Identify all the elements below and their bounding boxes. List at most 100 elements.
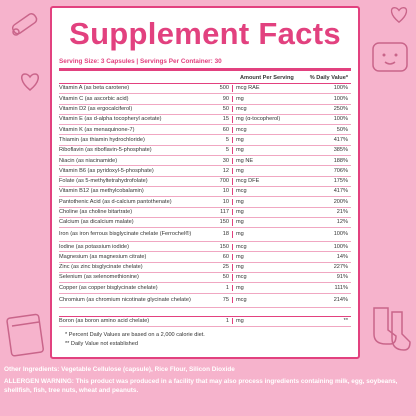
table-row: Folate (as 5-methyltetrahydrofolate) 700 m…: [59, 177, 351, 187]
nutrient-amount: 150: [219, 243, 229, 250]
table-row: Choline (as choline bitartrate) 117 mg 21%: [59, 208, 351, 218]
nutrient-dv: 706%: [333, 167, 348, 174]
nutrient-unit: mcg: [232, 106, 298, 113]
nutrient-dv: 214%: [333, 296, 348, 303]
table-row: Magnesium (as magnesium citrate) 60 mg 14%: [59, 252, 351, 263]
table-row: Thiamin (as thiamin hydrochloride) 5 mg 417…: [59, 135, 351, 146]
nutrient-amount: 25: [222, 264, 229, 271]
label-footer: Other Ingredients: Vegetable Cellulose (…: [4, 365, 412, 398]
table-header: Amount Per Serving % Daily Value*: [59, 73, 351, 84]
nutrient-name: Vitamin B6 (as pyridoxyl-5-phosphate): [59, 167, 154, 174]
table-row: Zinc (as zinc bisglycinate chelate) 25 mg 2…: [59, 263, 351, 274]
nutrient-dv: 175%: [333, 178, 348, 185]
nutrient-unit: mg: [232, 167, 298, 175]
dv-header: % Daily Value*: [309, 75, 348, 81]
nutrient-unit: mg: [232, 219, 298, 226]
table-row: Boron (as boron amino acid chelate) 1 mg…: [59, 317, 351, 327]
nutrient-amount: 150: [219, 219, 229, 226]
nutrient-unit: mcg: [232, 243, 298, 250]
nutrient-dv: 100%: [333, 85, 348, 92]
nutrient-name: Vitamin D2 (as ergocalciferol): [59, 106, 133, 113]
table-row: Vitamin K (as menaquinone-7) 60 mcg 50%: [59, 125, 351, 136]
nutrient-amount: 90: [222, 95, 229, 102]
nutrient-amount: 50: [222, 106, 229, 113]
nutrient-name: Copper (as copper bisglycinate chelate): [59, 284, 158, 291]
nutrient-name: Folate (as 5-methyltetrahydrofolate): [59, 178, 148, 185]
nutrient-dv: 188%: [333, 157, 348, 164]
nutrient-name: Selenium (as selenomethionine): [59, 274, 139, 281]
nutrient-dv: 250%: [333, 106, 348, 113]
nutrient-unit: mg: [232, 136, 298, 144]
nutrient-dv: 227%: [333, 264, 348, 271]
supplement-facts-panel: Supplement Facts Serving Size: 3 Capsule…: [50, 6, 360, 359]
nutrient-dv: 14%: [336, 253, 348, 260]
nutrient-amount: 1: [225, 284, 229, 291]
nutrient-amount: 1: [225, 318, 229, 325]
nutrient-dv: 100%: [333, 95, 348, 102]
nutrient-unit: mg (α-tocopherol): [232, 116, 298, 123]
nutrient-dv: 100%: [333, 231, 348, 238]
nutrient-unit: mg: [232, 318, 298, 325]
nutrient-amount: 5: [225, 136, 229, 143]
nutrient-name: Boron (as boron amino acid chelate): [59, 318, 150, 325]
nutrient-amount: 10: [222, 198, 229, 205]
nutrient-unit: mg: [232, 147, 298, 154]
nutrient-amount: 50: [222, 274, 229, 281]
heart-icon: [390, 6, 408, 24]
nutrient-dv: 50%: [336, 126, 348, 133]
nutrient-name: Chromium (as chromium nicotinate glycina…: [59, 296, 191, 303]
table-row: Vitamin A (as beta carotene) 500 mcg RAE 10…: [59, 84, 351, 95]
nutrient-amount: 500: [219, 85, 229, 92]
nutrient-name: Iron (as iron ferrous bisglycinate chela…: [59, 231, 192, 238]
table-row: Riboflavin (as riboflavin-5-phosphate) 5 m…: [59, 146, 351, 157]
panel-title: Supplement Facts: [69, 16, 341, 51]
nutrient-unit: mcg DFE: [232, 178, 298, 185]
nutrient-dv: 100%: [333, 116, 348, 123]
nutrient-name: Vitamin C (as ascorbic acid): [59, 95, 129, 102]
nutrient-dv: 385%: [333, 147, 348, 154]
heart-icon: [20, 73, 40, 91]
nutrient-name: Choline (as choline bitartrate): [59, 209, 133, 215]
nutrient-dv: 100%: [333, 243, 348, 250]
table-row: Copper (as copper bisglycinate chelate) 1…: [59, 283, 351, 294]
table-row: Chromium (as chromium nicotinate glycina…: [59, 294, 351, 308]
table-row: Iron (as iron ferrous bisglycinate chela…: [59, 228, 351, 243]
nutrient-name: Magnesium (as magnesium citrate): [59, 253, 147, 260]
table-row: Vitamin B12 (as methylcobalamin) 10 mcg 417…: [59, 187, 351, 198]
baby-icon: [372, 42, 408, 72]
booties-icon: [373, 307, 411, 351]
nutrient-unit: mg: [232, 253, 298, 261]
table-row: Vitamin C (as ascorbic acid) 90 mg 100%: [59, 94, 351, 105]
nutrient-unit: mcg: [232, 296, 298, 304]
nutrient-unit: mg NE: [232, 157, 298, 164]
nutrient-unit: mcg: [232, 126, 298, 134]
nutrient-unit: mcg: [232, 274, 298, 281]
table-row: Vitamin D2 (as ergocalciferol) 50 mcg 250%: [59, 105, 351, 115]
nutrient-name: Vitamin E (as d-alpha tocopheryl acetate…: [59, 116, 162, 123]
nutrient-dv: 417%: [333, 136, 348, 143]
nutrient-dv: 111%: [334, 284, 348, 291]
nutrient-name: Thiamin (as thiamin hydrochloride): [59, 136, 145, 143]
nutrient-dv: **: [343, 318, 348, 325]
table-row: Vitamin E (as d-alpha tocopheryl acetate…: [59, 115, 351, 126]
nutrient-name: Niacin (as niacinamide): [59, 157, 118, 164]
nutrient-amount: 15: [222, 116, 229, 123]
nutrient-amount: 60: [222, 253, 229, 260]
table-row: Iodine (as potassium iodide) 150 mcg 100%: [59, 242, 351, 253]
nutrient-dv: 91%: [336, 274, 348, 281]
nutrient-dv: 21%: [336, 209, 348, 215]
nutrient-name: Vitamin A (as beta carotene): [59, 85, 130, 92]
nutrient-unit: mg: [232, 284, 298, 292]
nutrient-name: Pantothenic Acid (as d-calcium pantothen…: [59, 198, 172, 205]
divider: [59, 68, 351, 71]
table-row: Pantothenic Acid (as d-calcium pantothen…: [59, 197, 351, 208]
serving-info: Serving Size: 3 Capsules | Servings Per …: [59, 58, 222, 65]
nutrient-unit: mg: [232, 264, 298, 271]
nutrient-name: Zinc (as zinc bisglycinate chelate): [59, 264, 143, 271]
nutrient-amount: 60: [222, 126, 229, 133]
table-row: Vitamin B6 (as pyridoxyl-5-phosphate) 12 m…: [59, 166, 351, 177]
nutrient-name: Vitamin K (as menaquinone-7): [59, 126, 135, 133]
divider: [59, 308, 351, 317]
nutrient-table: Vitamin A (as beta carotene) 500 mcg RAE 10…: [59, 84, 351, 308]
nutrient-unit: mg: [232, 198, 298, 206]
